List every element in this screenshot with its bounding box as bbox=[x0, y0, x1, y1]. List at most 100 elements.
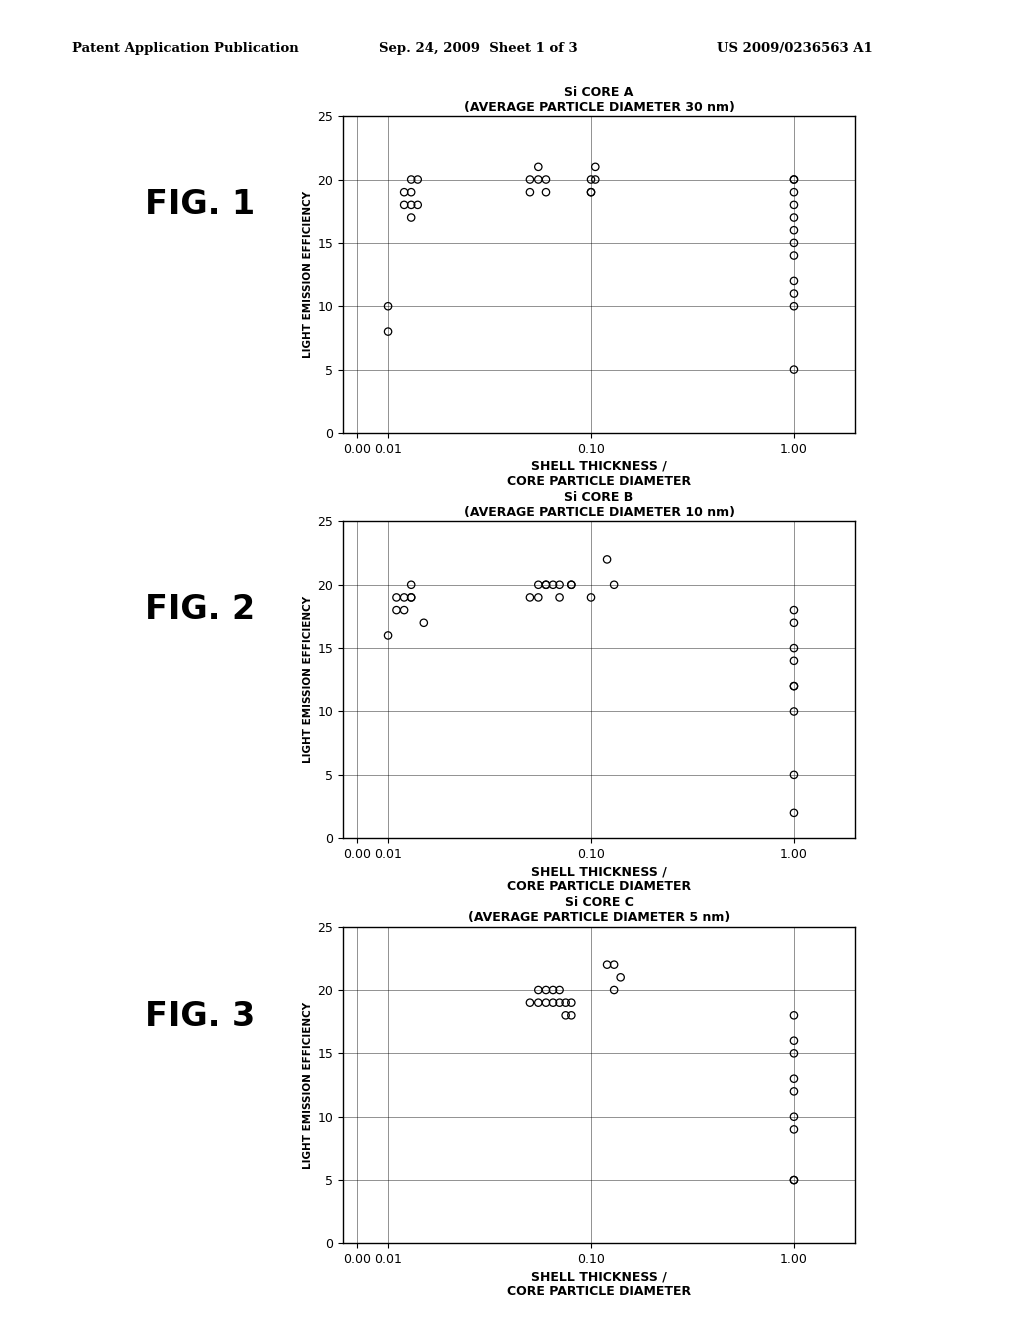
Point bbox=[785, 1043, 802, 1064]
Point bbox=[388, 587, 404, 609]
Point bbox=[785, 246, 802, 267]
Point bbox=[416, 612, 432, 634]
Point bbox=[583, 182, 599, 203]
Point bbox=[785, 1170, 802, 1191]
Point bbox=[785, 207, 802, 228]
Point bbox=[530, 587, 547, 609]
Point bbox=[521, 182, 538, 203]
Point bbox=[530, 993, 547, 1014]
Point bbox=[545, 574, 561, 595]
Point bbox=[530, 979, 547, 1001]
Point bbox=[530, 156, 547, 177]
Point bbox=[606, 954, 623, 975]
Point bbox=[785, 764, 802, 785]
Point bbox=[530, 574, 547, 595]
Point bbox=[380, 296, 396, 317]
Point bbox=[583, 587, 599, 609]
Title: Si CORE A
(AVERAGE PARTICLE DIAMETER 30 nm): Si CORE A (AVERAGE PARTICLE DIAMETER 30 … bbox=[464, 86, 734, 114]
Point bbox=[785, 1005, 802, 1026]
Text: FIG. 2: FIG. 2 bbox=[144, 593, 255, 626]
Point bbox=[538, 979, 554, 1001]
Point bbox=[396, 194, 413, 215]
X-axis label: SHELL THICKNESS /
CORE PARTICLE DIAMETER: SHELL THICKNESS / CORE PARTICLE DIAMETER bbox=[507, 1270, 691, 1299]
Point bbox=[521, 587, 538, 609]
Point bbox=[396, 587, 413, 609]
Text: Patent Application Publication: Patent Application Publication bbox=[72, 42, 298, 55]
Point bbox=[785, 638, 802, 659]
Point bbox=[785, 676, 802, 697]
Point bbox=[785, 1081, 802, 1102]
Point bbox=[538, 169, 554, 190]
Point bbox=[563, 993, 580, 1014]
Title: Si CORE C
(AVERAGE PARTICLE DIAMETER 5 nm): Si CORE C (AVERAGE PARTICLE DIAMETER 5 n… bbox=[468, 896, 730, 924]
Title: Si CORE B
(AVERAGE PARTICLE DIAMETER 10 nm): Si CORE B (AVERAGE PARTICLE DIAMETER 10 … bbox=[464, 491, 734, 519]
Point bbox=[521, 169, 538, 190]
Y-axis label: LIGHT EMISSION EFFICIENCY: LIGHT EMISSION EFFICIENCY bbox=[303, 1002, 313, 1168]
Point bbox=[538, 182, 554, 203]
Y-axis label: LIGHT EMISSION EFFICIENCY: LIGHT EMISSION EFFICIENCY bbox=[303, 597, 313, 763]
Text: US 2009/0236563 A1: US 2009/0236563 A1 bbox=[717, 42, 872, 55]
Point bbox=[587, 169, 603, 190]
Point bbox=[785, 1106, 802, 1127]
Point bbox=[785, 599, 802, 620]
Point bbox=[557, 993, 573, 1014]
Point bbox=[599, 549, 615, 570]
Point bbox=[538, 993, 554, 1014]
Point bbox=[551, 574, 567, 595]
Point bbox=[785, 182, 802, 203]
Point bbox=[785, 194, 802, 215]
Point bbox=[403, 574, 420, 595]
Point bbox=[410, 169, 426, 190]
Point bbox=[380, 624, 396, 645]
Text: FIG. 3: FIG. 3 bbox=[144, 1001, 255, 1032]
Point bbox=[785, 676, 802, 697]
Point bbox=[403, 169, 420, 190]
Point bbox=[551, 993, 567, 1014]
Point bbox=[380, 321, 396, 342]
Point bbox=[396, 599, 413, 620]
Point bbox=[785, 1119, 802, 1140]
Point bbox=[785, 232, 802, 253]
Point bbox=[612, 966, 629, 987]
Point bbox=[545, 993, 561, 1014]
Point bbox=[538, 574, 554, 595]
Point bbox=[388, 599, 404, 620]
Point bbox=[785, 651, 802, 672]
Point bbox=[545, 979, 561, 1001]
Point bbox=[551, 979, 567, 1001]
Point bbox=[403, 587, 420, 609]
Point bbox=[785, 803, 802, 824]
Point bbox=[403, 587, 420, 609]
Point bbox=[551, 587, 567, 609]
Y-axis label: LIGHT EMISSION EFFICIENCY: LIGHT EMISSION EFFICIENCY bbox=[303, 191, 313, 358]
Point bbox=[785, 296, 802, 317]
Point bbox=[530, 169, 547, 190]
Point bbox=[583, 169, 599, 190]
Point bbox=[785, 169, 802, 190]
Point bbox=[785, 701, 802, 722]
Point bbox=[606, 979, 623, 1001]
Point bbox=[785, 1030, 802, 1051]
Point bbox=[521, 993, 538, 1014]
Point bbox=[563, 574, 580, 595]
X-axis label: SHELL THICKNESS /
CORE PARTICLE DIAMETER: SHELL THICKNESS / CORE PARTICLE DIAMETER bbox=[507, 459, 691, 488]
Point bbox=[396, 182, 413, 203]
Point bbox=[785, 282, 802, 304]
Point bbox=[606, 574, 623, 595]
Text: Sep. 24, 2009  Sheet 1 of 3: Sep. 24, 2009 Sheet 1 of 3 bbox=[379, 42, 578, 55]
Point bbox=[563, 574, 580, 595]
Point bbox=[403, 182, 420, 203]
Point bbox=[403, 194, 420, 215]
Point bbox=[785, 219, 802, 240]
Point bbox=[587, 156, 603, 177]
Point bbox=[410, 194, 426, 215]
Point bbox=[599, 954, 615, 975]
Point bbox=[583, 182, 599, 203]
Point bbox=[563, 1005, 580, 1026]
Point bbox=[785, 169, 802, 190]
Point bbox=[557, 1005, 573, 1026]
Point bbox=[785, 359, 802, 380]
Point bbox=[538, 574, 554, 595]
Point bbox=[785, 271, 802, 292]
Point bbox=[785, 1068, 802, 1089]
